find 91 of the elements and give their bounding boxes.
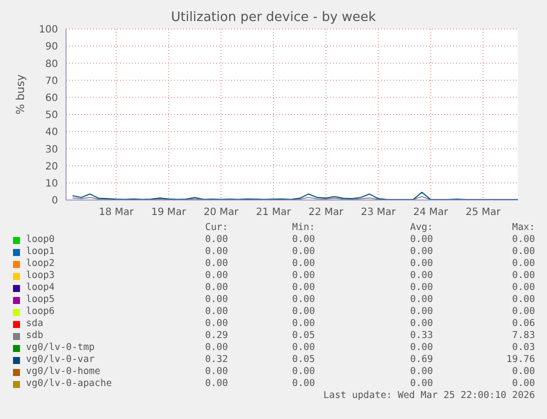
text: 0.05: [292, 330, 315, 341]
x-tick-label: 21 Mar: [256, 207, 292, 218]
x-tick-label: 22 Mar: [308, 207, 344, 218]
text: 0.00: [512, 282, 535, 293]
text: 0.00: [205, 234, 228, 245]
y-tick-label: 50: [45, 110, 58, 122]
x-tick-label: 19 Mar: [151, 207, 187, 218]
text: 0.33: [410, 330, 433, 341]
y-tick-label: 70: [45, 76, 58, 87]
text: 0.00: [410, 342, 433, 353]
text: 0.00: [292, 378, 315, 389]
text: 0.00: [512, 378, 535, 389]
legend-label: loop4: [26, 282, 55, 293]
text: 0.00: [292, 258, 315, 269]
text: 0.00: [205, 306, 228, 317]
y-tick-label: 60: [45, 92, 58, 104]
text: 0.00: [292, 342, 315, 353]
text: 0.00: [205, 318, 228, 329]
legend-label: loop1: [26, 246, 55, 257]
legend-label: sdb: [26, 330, 44, 341]
y-tick-label: 80: [45, 58, 58, 70]
y-axis-title: % busy: [14, 74, 27, 114]
legend-label: loop2: [26, 258, 55, 269]
text: 0.00: [512, 306, 535, 317]
text: 0.00: [292, 366, 315, 377]
y-tick-label: 20: [45, 161, 58, 172]
x-tick-label: 23 Mar: [360, 207, 397, 218]
y-tick-label: 100: [38, 24, 58, 36]
y-tick-label: 40: [45, 127, 58, 138]
text: 0.00: [410, 270, 433, 281]
text: 0.00: [410, 282, 433, 293]
text: Min:: [292, 222, 315, 233]
legend-label: vg0/lv-0-home: [26, 366, 100, 377]
text: 0.00: [512, 366, 535, 377]
text: 0.00: [512, 270, 535, 281]
x-tick-label: 18 Mar: [98, 207, 134, 218]
legend-label: loop3: [26, 270, 55, 281]
text: 0.00: [292, 306, 315, 317]
text: 0.00: [205, 342, 228, 353]
legend-label: vg0/lv-0-apache: [26, 378, 112, 389]
text: 0.32: [205, 354, 228, 365]
text: 0.06: [512, 318, 535, 329]
text: 0.00: [410, 234, 433, 245]
text: 0.00: [292, 246, 315, 257]
text: 0.00: [410, 378, 433, 389]
text: 0.00: [410, 246, 433, 257]
legend-label: loop5: [26, 294, 55, 305]
legend-label: loop6: [26, 306, 55, 317]
text: Avg:: [410, 222, 433, 233]
legend-label: vg0/lv-0-tmp: [26, 342, 95, 353]
text: Max:: [512, 222, 535, 233]
text: 0.03: [512, 342, 535, 353]
text: 0.00: [205, 258, 228, 269]
text: 0.00: [410, 258, 433, 269]
text: 0.00: [205, 282, 228, 293]
text: 0.00: [205, 378, 228, 389]
x-tick-label: 25 Mar: [466, 207, 502, 218]
text: 0.69: [410, 354, 433, 365]
y-tick-label: 10: [45, 178, 58, 190]
text: 0.00: [410, 294, 433, 305]
chart-title: Utilization per device - by week: [170, 10, 377, 25]
text: Cur:: [205, 222, 228, 233]
text: 7.83: [512, 330, 535, 341]
text: 0.00: [205, 294, 228, 305]
text: 0.00: [205, 366, 228, 377]
text: 0.00: [512, 234, 535, 245]
text: 0.00: [292, 294, 315, 305]
text: 19.76: [506, 354, 535, 365]
text: 0.00: [292, 234, 315, 245]
text: 0.00: [410, 366, 433, 377]
text: 0.29: [205, 330, 228, 341]
text: 0.00: [512, 246, 535, 257]
legend-label: loop0: [26, 234, 55, 245]
text: 0.00: [205, 246, 228, 257]
y-tick-label: 90: [45, 42, 58, 53]
text: 0.00: [292, 270, 315, 281]
text: 0.00: [292, 282, 315, 293]
text: 0.05: [292, 354, 315, 365]
text: 0.00: [512, 294, 535, 305]
text: 0.00: [205, 270, 228, 281]
y-tick-label: 0: [52, 196, 58, 207]
text: Last update: Wed Mar 25 22:00:10 2026: [323, 390, 535, 401]
text: 0.00: [410, 318, 433, 329]
x-tick-label: 20 Mar: [204, 207, 240, 218]
text: 0.00: [410, 306, 433, 317]
text: 0.00: [512, 258, 535, 269]
legend-label: vg0/lv-0-var: [26, 354, 95, 365]
text: 0.00: [292, 318, 315, 329]
legend-label: sda: [26, 318, 44, 329]
x-tick-label: 24 Mar: [413, 207, 449, 218]
y-tick-label: 30: [45, 144, 58, 156]
